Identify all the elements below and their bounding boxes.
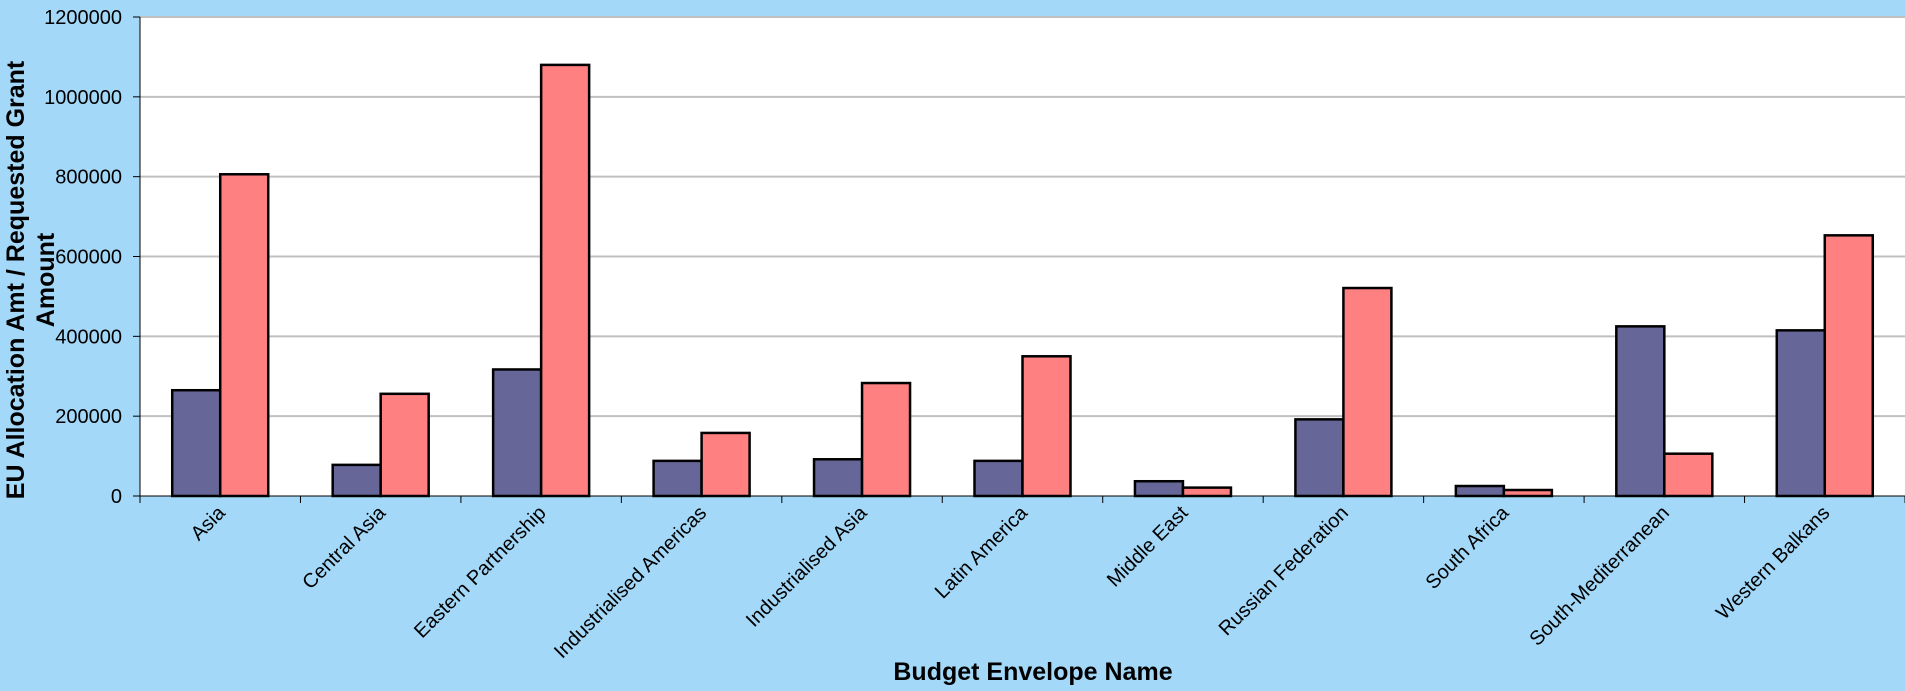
bar-series-1 [1133, 479, 1185, 498]
bar-series-1 [1294, 418, 1345, 498]
x-category-label: Middle East [1103, 502, 1193, 592]
bar-series-1 [973, 459, 1024, 498]
y-tick-label: 1000000 [44, 87, 122, 109]
y-axis-title-line2: Amount [32, 232, 60, 327]
bar-series-1 [331, 463, 382, 498]
x-category-label: Eastern Partnership [410, 502, 551, 643]
bar-series-1 [1775, 329, 1827, 498]
bar-series-2 [218, 173, 270, 498]
bar-series-1 [491, 368, 543, 498]
x-category-label: South Africa [1422, 501, 1514, 593]
y-axis-title-line1: EU Allocation Amt / Requested Grant [2, 60, 30, 499]
bar-series-2 [1181, 486, 1233, 498]
y-tick-label: 0 [111, 486, 122, 508]
bar-series-2 [860, 381, 912, 498]
bar-series-2 [1342, 286, 1393, 498]
bar-series-2 [1021, 355, 1072, 498]
x-category-label: Industrialised Americas [550, 502, 711, 663]
bar-series-2 [1823, 234, 1875, 498]
x-category-label: South-Mediterranean [1525, 502, 1673, 650]
axes [139, 17, 1905, 503]
y-tick-label: 1200000 [44, 7, 122, 29]
x-axis-category-labels: Asia Central Asia Eastern Partnership Indus… [187, 501, 1835, 663]
bar-series-2 [700, 431, 751, 498]
x-axis-title: Budget Envelope Name [893, 658, 1172, 686]
x-category-label: Western Balkans [1712, 502, 1834, 624]
x-category-label: Russian Federation [1215, 502, 1353, 640]
y-tick-label: 600000 [55, 247, 122, 269]
y-tick-label: 800000 [55, 167, 122, 189]
bar-series-1 [1615, 325, 1666, 498]
y-tick-label: 400000 [55, 326, 122, 348]
y-axis-ticks: 0 200000 400000 600000 800000 1000000 1200000 [44, 7, 140, 508]
x-category-label: Latin America [931, 501, 1033, 603]
x-category-label: Industrialised Asia [742, 501, 872, 631]
x-category-label: Central Asia [298, 501, 390, 593]
bar-series-1 [652, 459, 703, 498]
bar-series-1 [1454, 484, 1506, 498]
gridlines [140, 16, 1905, 418]
bar-series-2 [539, 63, 591, 498]
bar-series-2 [1502, 488, 1554, 498]
bar-series-2 [1663, 452, 1714, 498]
bar-series-2 [379, 392, 430, 498]
x-category-label: Asia [187, 501, 231, 545]
bar-series-1 [812, 458, 864, 498]
bar-series-1 [170, 388, 222, 498]
bars [170, 63, 1875, 498]
y-tick-label: 200000 [55, 406, 122, 428]
